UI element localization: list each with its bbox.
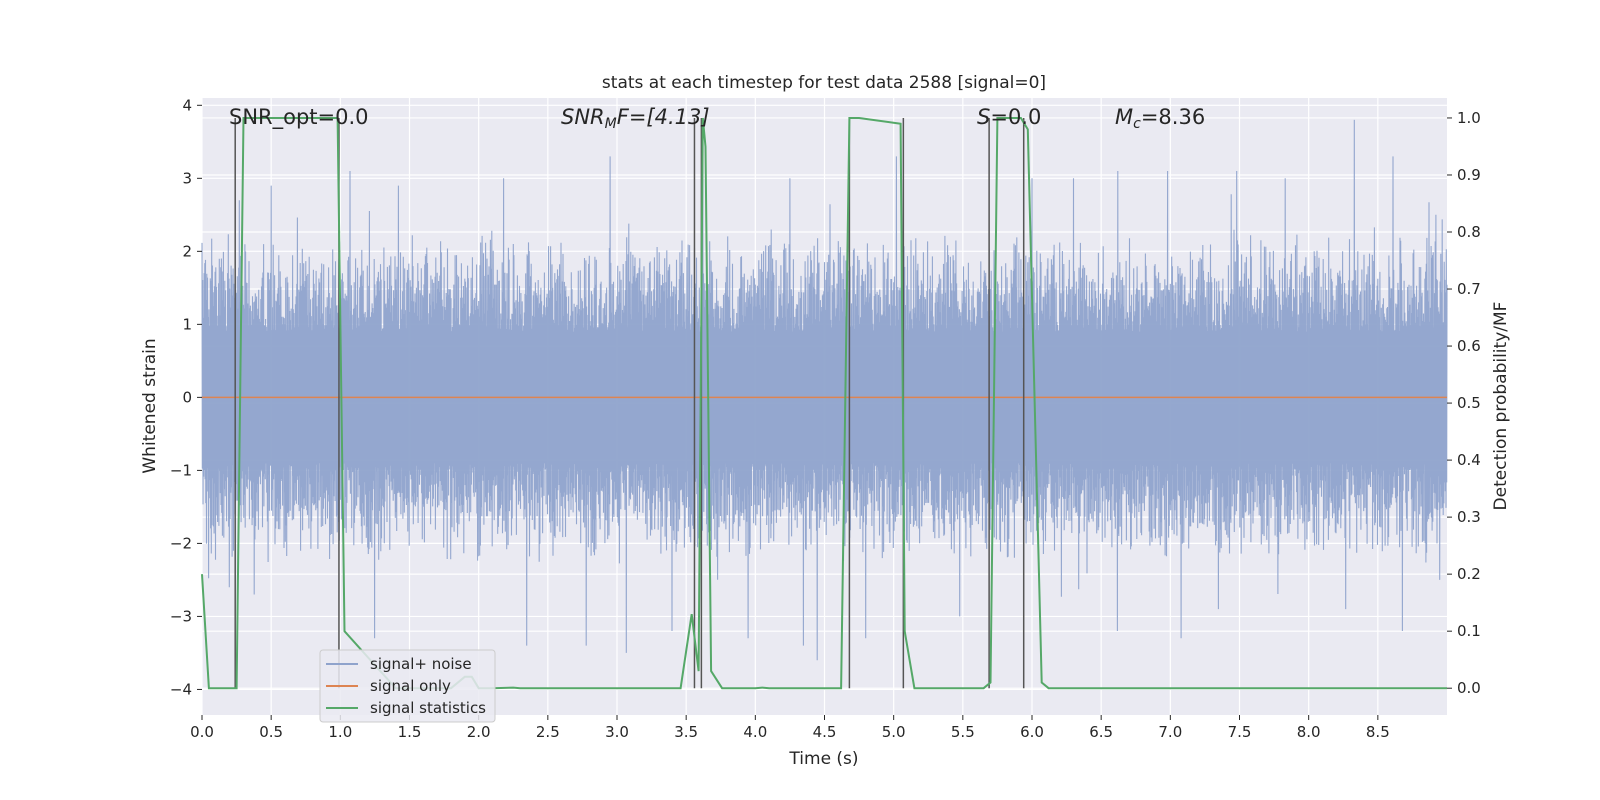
annotation-s-stat: S=0.0	[977, 105, 1041, 129]
x-tick-label: 7.0	[1158, 723, 1182, 741]
x-tick-label: 2.0	[467, 723, 491, 741]
x-tick-label: 2.5	[536, 723, 560, 741]
x-tick-label: 6.0	[1020, 723, 1044, 741]
y-ticks-right: 0.0 0.1 0.2 0.3 0.4 0.5 0.6 0.7 0.8 0.9 1.0	[1447, 109, 1481, 697]
x-tick-label: 5.5	[951, 723, 975, 741]
chart-title: stats at each timestep for test data 258…	[602, 73, 1046, 93]
s-stat-base: S	[977, 105, 990, 129]
annotation-snr-opt: SNR_opt=0.0	[229, 105, 369, 130]
y-axis-label-left: Whitened strain	[140, 338, 160, 473]
x-ticks: 0.0 0.5 1.0 1.5 2.0 2.5 3.0 3.5 4.0 4.5 5.0 5.5 6.0 6…	[190, 715, 1390, 741]
y-tick-label-right: 0.8	[1457, 223, 1481, 241]
snr-mf-base: SNR	[561, 105, 605, 129]
y-tick-label-left: 3	[182, 169, 192, 187]
x-tick-label: 0.0	[190, 723, 214, 741]
y-tick-label-right: 0.1	[1457, 622, 1481, 640]
y-axis-label-right: Detection probability/MF	[1491, 302, 1511, 511]
snr-mf-rest: F=[4.13]	[617, 105, 710, 129]
x-tick-label: 0.5	[259, 723, 283, 741]
y-ticks-left: −4 −3 −2 −1 0 1 2 3 4	[170, 96, 202, 698]
x-tick-label: 3.5	[674, 723, 698, 741]
chirp-base: M	[1115, 105, 1133, 129]
y-tick-label-right: 0.2	[1457, 565, 1481, 583]
legend-label-stats: signal statistics	[370, 699, 486, 717]
x-tick-label: 8.0	[1297, 723, 1321, 741]
y-tick-label-right: 0.5	[1457, 394, 1481, 412]
y-tick-label-right: 0.0	[1457, 679, 1481, 697]
y-tick-label-left: 1	[182, 315, 192, 333]
legend-box	[319, 649, 496, 723]
legend-label-signal: signal only	[370, 677, 451, 695]
x-tick-label: 8.5	[1366, 723, 1390, 741]
y-tick-label-left: −1	[170, 461, 192, 479]
x-axis-label: Time (s)	[788, 749, 858, 769]
y-tick-label-right: 1.0	[1457, 109, 1481, 127]
x-tick-label: 4.0	[743, 723, 767, 741]
s-stat-rest: =0.0	[990, 105, 1041, 129]
chirp-sub: c	[1133, 116, 1141, 132]
y-tick-label-right: 0.7	[1457, 280, 1481, 298]
chirp-rest: =8.36	[1141, 105, 1205, 129]
x-tick-label: 3.0	[605, 723, 629, 741]
y-tick-label-left: −3	[170, 607, 192, 625]
x-tick-label: 1.5	[398, 723, 422, 741]
x-tick-label: 4.5	[813, 723, 837, 741]
y-tick-label-right: 0.4	[1457, 451, 1481, 469]
y-tick-label-left: 0	[182, 388, 192, 406]
annotation-snr-mf: SNRMF=[4.13]	[561, 105, 710, 132]
x-tick-label: 5.0	[882, 723, 906, 741]
legend: signal+ noise signal only signal statist…	[319, 649, 496, 723]
x-tick-label: 1.0	[328, 723, 352, 741]
y-tick-label-left: −2	[170, 534, 192, 552]
y-tick-label-left: −4	[170, 680, 192, 698]
annotation-chirp-mass: Mc=8.36	[1115, 105, 1205, 132]
y-tick-label-left: 2	[182, 242, 192, 260]
noise-line	[201, 119, 1448, 661]
x-tick-label: 7.5	[1228, 723, 1252, 741]
snr-mf-sub: M	[605, 116, 617, 132]
y-tick-label-right: 0.9	[1457, 166, 1481, 184]
y-tick-label-right: 0.3	[1457, 508, 1481, 526]
legend-label-noise: signal+ noise	[370, 655, 472, 673]
y-tick-label-right: 0.6	[1457, 337, 1481, 355]
x-tick-label: 6.5	[1089, 723, 1113, 741]
y-tick-label-left: 4	[182, 96, 192, 114]
noise-series	[201, 119, 1448, 661]
